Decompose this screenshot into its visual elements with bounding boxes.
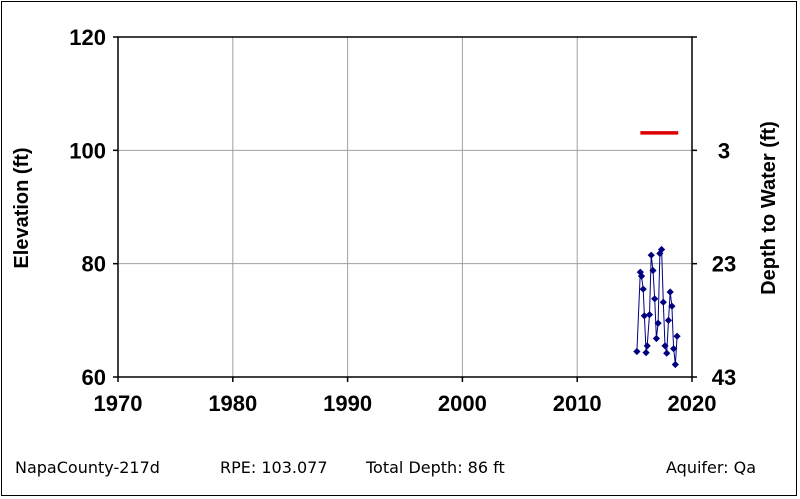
data-point bbox=[661, 342, 669, 350]
data-point bbox=[633, 347, 641, 356]
y-tick-label-right: 3 bbox=[718, 138, 730, 163]
total-depth-label: Total Depth: 86 ft bbox=[366, 458, 505, 477]
data-point bbox=[649, 266, 657, 275]
data-point bbox=[651, 295, 659, 303]
data-point bbox=[673, 332, 681, 340]
y-axis-title-right: Depth to Water (ft) bbox=[758, 121, 780, 295]
x-tick-label: 1980 bbox=[208, 391, 257, 416]
data-point bbox=[657, 245, 666, 254]
y-tick-label-left: 120 bbox=[69, 25, 106, 50]
x-tick-label: 2000 bbox=[438, 391, 487, 416]
rpe-label: RPE: 103.077 bbox=[220, 458, 328, 477]
data-point bbox=[670, 345, 678, 353]
data-point bbox=[668, 302, 676, 310]
tick-labels: 1970 1980 1990 2000 2010 2020 120 100 80 60 3 23 43 bbox=[69, 25, 736, 416]
data-point bbox=[654, 319, 662, 327]
y-tick-label-left: 80 bbox=[82, 252, 106, 277]
aquifer-label: Aquifer: Qa bbox=[666, 458, 757, 477]
data-point bbox=[663, 349, 671, 357]
data-point bbox=[643, 342, 651, 350]
y-tick-label-left: 60 bbox=[82, 365, 106, 390]
x-tick-label: 1990 bbox=[323, 391, 372, 416]
data-point bbox=[671, 360, 679, 369]
x-tick-label: 2020 bbox=[668, 391, 717, 416]
data-point bbox=[647, 251, 655, 259]
plot-area bbox=[117, 36, 693, 378]
data-point bbox=[664, 316, 673, 324]
data-point bbox=[642, 349, 650, 357]
series-group bbox=[633, 245, 681, 369]
x-tick-label: 2010 bbox=[553, 391, 602, 416]
x-tick-label: 1970 bbox=[94, 391, 143, 416]
y-tick-label-right: 23 bbox=[712, 252, 736, 277]
y-axis-title-left: Elevation (ft) bbox=[11, 147, 33, 268]
y-tick-label-left: 100 bbox=[69, 138, 106, 163]
data-point bbox=[645, 311, 654, 319]
data-point bbox=[639, 285, 647, 293]
data-point bbox=[640, 312, 648, 320]
y-tick-label-right: 43 bbox=[712, 365, 736, 390]
data-point bbox=[637, 272, 646, 280]
well-id-label: NapaCounty-217d bbox=[15, 458, 160, 477]
data-point bbox=[659, 298, 667, 306]
data-point bbox=[666, 288, 674, 296]
data-point bbox=[636, 268, 644, 276]
gridlines bbox=[118, 37, 692, 377]
data-point bbox=[652, 334, 661, 343]
